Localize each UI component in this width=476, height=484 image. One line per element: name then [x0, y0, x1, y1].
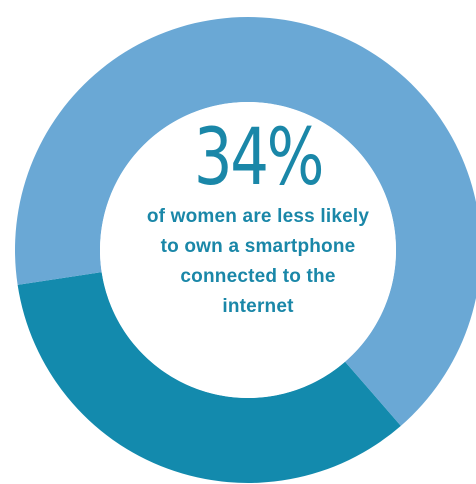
donut-segment-remainder	[15, 17, 476, 426]
center-label: 34% of women are less likely to own a sm…	[118, 116, 398, 322]
center-disc	[100, 102, 396, 398]
caption-line-3: connected to the	[180, 266, 336, 287]
caption-line-2: to own a smartphone	[160, 236, 356, 257]
donut-segment-highlight	[17, 272, 401, 483]
caption-line-1: of women are less likely	[146, 206, 370, 227]
caption-line-4: internet	[222, 296, 294, 317]
center-value: 34%	[193, 113, 325, 203]
